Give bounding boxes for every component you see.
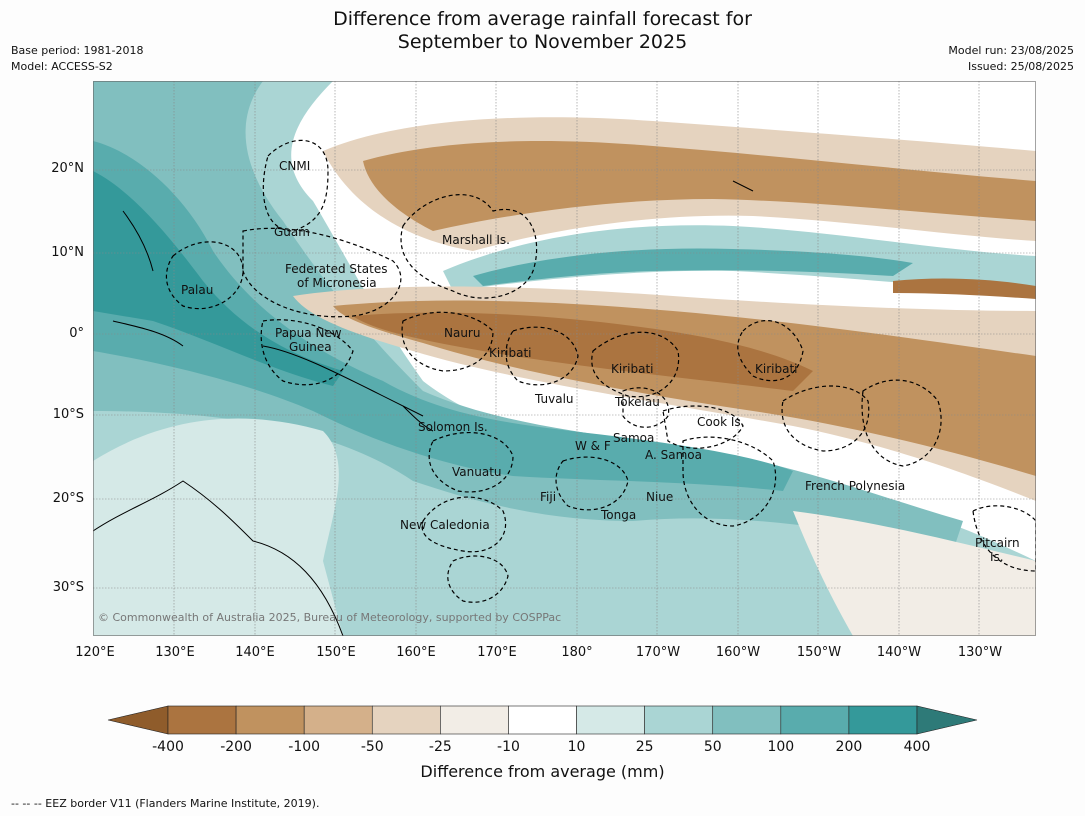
- lon-label-140e: 140°E: [235, 645, 275, 660]
- colorbar-unit-label: Difference from average (mm): [420, 762, 665, 781]
- lat-label-30s: 30°S: [52, 580, 84, 595]
- colorbar-tick-label: 25: [636, 739, 654, 755]
- place-nauru: Nauru: [444, 326, 480, 340]
- colorbar-cell: [848, 705, 918, 735]
- colorbar-ticks: -400 -200 -100 -50 -25 -10 10 25 50 100 200 400: [152, 739, 930, 755]
- place-kiribati-3: Kiribati: [755, 362, 797, 376]
- colorbar: -400 -200 -100 -50 -25 -10 10 25 50 100 200 400: [107, 705, 978, 755]
- base-period: Base period: 1981-2018: [11, 44, 144, 57]
- lon-label-150e: 150°E: [316, 645, 356, 660]
- coastlines: [93, 180, 754, 636]
- lon-label-140w: 140°W: [876, 645, 922, 660]
- rainfall-map: CNMI Guam Marshall Is. Federated States …: [93, 81, 1036, 636]
- colorbar-tick-label: 50: [704, 739, 722, 755]
- colorbar-cell: [303, 705, 373, 735]
- map-title: Difference from average rainfall forecas…: [0, 8, 1085, 54]
- place-png-line1: Papua New: [275, 326, 342, 340]
- place-french-polynesia: French Polynesia: [805, 479, 905, 493]
- place-marshall-is: Marshall Is.: [442, 233, 510, 247]
- colorbar-cell: [576, 705, 645, 735]
- place-kiribati-1: Kiribati: [489, 346, 531, 360]
- title-line-2: September to November 2025: [397, 31, 688, 53]
- place-solomon-is: Solomon Is.: [418, 420, 488, 434]
- eq-wet-band-core: [473, 248, 913, 286]
- lon-label-160e: 160°E: [396, 645, 436, 660]
- north-dry-mid: [363, 141, 1036, 231]
- place-cook-is: Cook Is.: [697, 415, 744, 429]
- colorbar-cell: [644, 705, 714, 735]
- lat-label-20s: 20°S: [52, 491, 84, 506]
- colorbar-cell: [780, 705, 850, 735]
- lon-label-130e: 130°E: [155, 645, 195, 660]
- lon-label-150w: 150°W: [796, 645, 842, 660]
- sw-light: [93, 418, 343, 636]
- place-samoa: Samoa: [613, 431, 654, 445]
- colorbar-tick-label: 100: [767, 739, 794, 755]
- place-cnmi: CNMI: [279, 159, 310, 173]
- colorbar-tick-label: -100: [288, 739, 320, 755]
- title-line-1: Difference from average rainfall forecas…: [333, 8, 752, 30]
- lat-label-10s: 10°S: [52, 407, 84, 422]
- colorbar-cell: [440, 705, 509, 735]
- place-guam: Guam: [274, 225, 310, 239]
- lat-label-20n: 20°N: [51, 161, 84, 176]
- place-palau: Palau: [181, 283, 213, 297]
- colorbar-tick-label: 400: [904, 739, 931, 755]
- colorbar-tick-label: -25: [429, 739, 452, 755]
- colorbar-tick-label: -400: [152, 739, 184, 755]
- place-pitcairn-line2: Is.: [990, 550, 1004, 564]
- colorbar-tick-label: 200: [836, 739, 863, 755]
- colorbar-tick-label: -200: [220, 739, 252, 755]
- lon-label-130w: 130°W: [957, 645, 1003, 660]
- place-tokelau: Tokelau: [614, 395, 660, 409]
- colorbar-cell: [235, 705, 305, 735]
- lon-label-180: 180°: [561, 645, 593, 660]
- place-kiribati-2: Kiribati: [611, 362, 653, 376]
- place-vanuatu: Vanuatu: [452, 465, 502, 479]
- place-labels: CNMI Guam Marshall Is. Federated States …: [181, 159, 1020, 564]
- place-tuvalu: Tuvalu: [534, 392, 574, 406]
- place-pitcairn-line1: Pitcairn: [975, 536, 1020, 550]
- model-name: Model: ACCESS-S2: [11, 60, 113, 73]
- lon-label-160w: 160°W: [715, 645, 761, 660]
- colorbar-tick-label: -10: [497, 739, 520, 755]
- place-tonga: Tonga: [600, 508, 636, 522]
- place-w-and-f: W & F: [575, 439, 611, 453]
- colorbar-tick-label: -50: [361, 739, 384, 755]
- colorbar-extend-high: [916, 705, 978, 735]
- copyright-notice: © Commonwealth of Australia 2025, Bureau…: [98, 611, 561, 624]
- model-run: Model run: 23/08/2025: [948, 44, 1074, 57]
- lon-label-120e: 120°E: [75, 645, 115, 660]
- colorbar-cell: [712, 705, 782, 735]
- north-dry-strong: [893, 278, 1036, 299]
- lat-label-0: 0°: [69, 326, 84, 341]
- colorbar-cell: [167, 705, 237, 735]
- place-fsm-line1: Federated States: [285, 262, 387, 276]
- meta-right: Model run: 23/08/2025 Issued: 25/08/2025: [948, 43, 1074, 75]
- colorbar-tick-label: 10: [568, 739, 586, 755]
- meta-left: Base period: 1981-2018 Model: ACCESS-S2: [11, 43, 143, 75]
- lat-label-10n: 10°N: [51, 245, 84, 260]
- lon-label-170e: 170°E: [477, 645, 517, 660]
- place-fiji: Fiji: [540, 490, 556, 504]
- colorbar-cell: [508, 705, 577, 735]
- west-wet-core: [93, 171, 343, 386]
- eez-borders: [165, 139, 1036, 603]
- eq-dry-strong: [353, 312, 813, 391]
- eez-border-note: -- -- -- EEZ border V11 (Flanders Marine…: [11, 797, 320, 810]
- place-niue: Niue: [646, 490, 673, 504]
- issued-date: Issued: 25/08/2025: [967, 60, 1074, 73]
- place-american-samoa: A. Samoa: [645, 448, 702, 462]
- place-png-line2: Guinea: [289, 340, 332, 354]
- colorbar-cell: [371, 705, 441, 735]
- se-white: [793, 511, 1036, 636]
- lon-label-170w: 170°W: [635, 645, 681, 660]
- place-fsm-line2: of Micronesia: [297, 276, 377, 290]
- colorbar-extend-low: [107, 705, 169, 735]
- colorbar-cells: [107, 705, 978, 735]
- place-new-caledonia: New Caledonia: [400, 518, 490, 532]
